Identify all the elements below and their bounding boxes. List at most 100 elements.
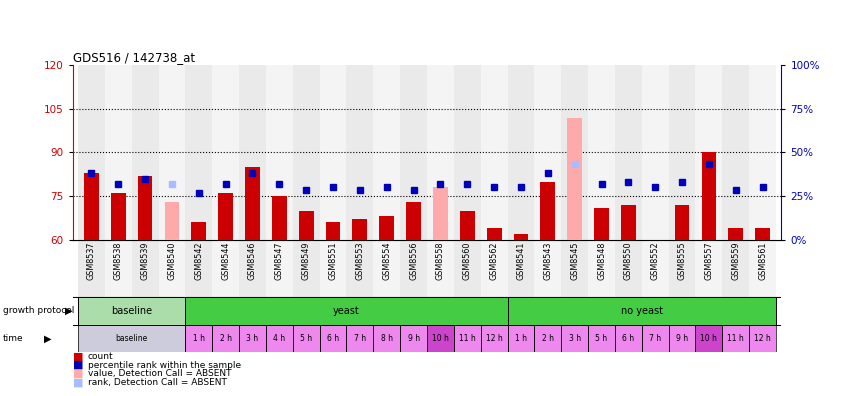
Text: GSM8552: GSM8552 (650, 241, 659, 280)
Text: GSM8538: GSM8538 (113, 241, 123, 280)
Bar (594, 208, 608, 240)
Bar (700, 152, 716, 240)
Text: 10 h: 10 h (432, 334, 449, 343)
Bar (486, 228, 501, 240)
Text: ▶: ▶ (65, 306, 73, 316)
Bar (480, 65, 507, 240)
Bar (540, 181, 554, 240)
Bar (534, 240, 560, 297)
Text: 6 h: 6 h (622, 334, 634, 343)
Text: 3 h: 3 h (568, 334, 580, 343)
Text: 5 h: 5 h (299, 334, 312, 343)
Text: value, Detection Call = ABSENT: value, Detection Call = ABSENT (88, 369, 231, 378)
Bar (453, 65, 480, 240)
Bar (352, 219, 367, 240)
Text: growth protocol: growth protocol (3, 307, 74, 315)
Text: 1 h: 1 h (514, 334, 526, 343)
Bar (560, 325, 588, 352)
Text: GSM8546: GSM8546 (247, 241, 257, 280)
Bar (748, 240, 775, 297)
Bar (400, 65, 426, 240)
Text: GSM8545: GSM8545 (570, 241, 578, 280)
Bar (105, 240, 131, 297)
Text: 12 h: 12 h (485, 334, 502, 343)
Text: GSM8543: GSM8543 (543, 241, 552, 280)
Bar (453, 240, 480, 297)
Bar (319, 240, 346, 297)
Text: 3 h: 3 h (247, 334, 258, 343)
Text: 5 h: 5 h (595, 334, 606, 343)
Bar (212, 240, 239, 297)
Text: GSM8544: GSM8544 (221, 241, 229, 280)
Text: ■: ■ (73, 351, 83, 362)
Text: baseline: baseline (111, 306, 152, 316)
Bar (513, 234, 528, 240)
Text: GSM8540: GSM8540 (167, 241, 177, 280)
Text: GSM8542: GSM8542 (194, 241, 203, 280)
Text: 7 h: 7 h (648, 334, 660, 343)
Bar (271, 196, 287, 240)
Text: GSM8539: GSM8539 (141, 241, 149, 280)
Bar (534, 325, 560, 352)
Text: no yeast: no yeast (620, 306, 662, 316)
Bar (319, 65, 346, 240)
Bar (614, 240, 641, 297)
Text: 9 h: 9 h (407, 334, 419, 343)
Bar (426, 240, 453, 297)
Bar (346, 240, 373, 297)
Text: GSM8560: GSM8560 (462, 241, 471, 280)
Bar (507, 65, 534, 240)
Bar (159, 65, 185, 240)
Bar (239, 65, 265, 240)
Bar (534, 65, 560, 240)
Bar (728, 228, 742, 240)
Bar (614, 65, 641, 240)
Text: 8 h: 8 h (380, 334, 392, 343)
Bar (588, 325, 614, 352)
Bar (507, 325, 534, 352)
Bar (212, 325, 239, 352)
Text: 9 h: 9 h (676, 334, 688, 343)
Bar (507, 297, 775, 325)
Bar (426, 325, 453, 352)
Text: GSM8559: GSM8559 (730, 241, 740, 280)
Bar (293, 240, 319, 297)
Bar (265, 325, 293, 352)
Bar (460, 211, 474, 240)
Bar (400, 240, 426, 297)
Bar (111, 193, 125, 240)
Bar (325, 222, 340, 240)
Bar (212, 65, 239, 240)
Bar (566, 118, 582, 240)
Bar (400, 325, 426, 352)
Bar (78, 297, 185, 325)
Text: GSM8537: GSM8537 (87, 241, 96, 280)
Bar (722, 65, 748, 240)
Text: count: count (88, 352, 113, 361)
Bar (674, 205, 688, 240)
Bar (319, 325, 346, 352)
Text: GDS516 / 142738_at: GDS516 / 142738_at (73, 51, 194, 64)
Bar (694, 65, 722, 240)
Bar (346, 65, 373, 240)
Text: GSM8549: GSM8549 (301, 241, 310, 280)
Bar (185, 65, 212, 240)
Text: percentile rank within the sample: percentile rank within the sample (88, 361, 241, 369)
Bar (668, 65, 694, 240)
Text: rank, Detection Call = ABSENT: rank, Detection Call = ABSENT (88, 378, 227, 387)
Bar (185, 325, 212, 352)
Bar (620, 205, 635, 240)
Bar (373, 325, 400, 352)
Text: GSM8553: GSM8553 (355, 241, 364, 280)
Bar (78, 325, 185, 352)
Bar (480, 325, 507, 352)
Text: ■: ■ (73, 377, 83, 388)
Bar (560, 65, 588, 240)
Bar (560, 240, 588, 297)
Bar (239, 325, 265, 352)
Text: GSM8555: GSM8555 (676, 241, 686, 280)
Bar (432, 187, 447, 240)
Bar (245, 167, 259, 240)
Bar (105, 65, 131, 240)
Bar (379, 216, 393, 240)
